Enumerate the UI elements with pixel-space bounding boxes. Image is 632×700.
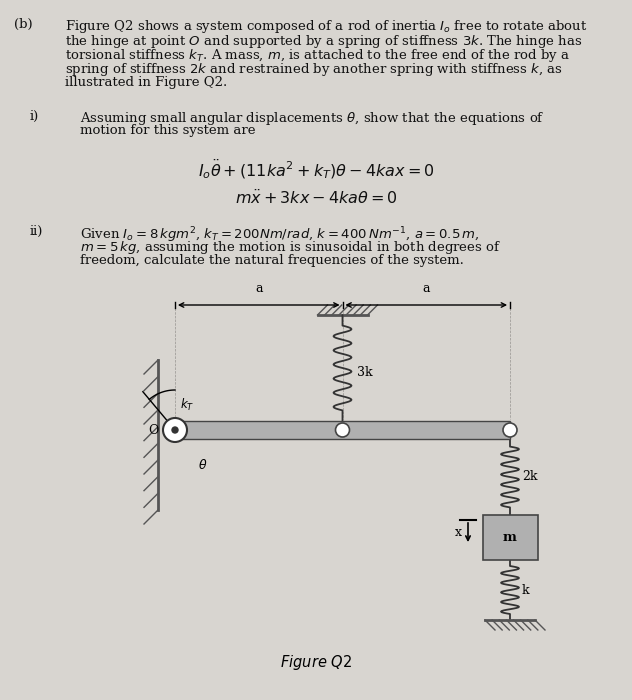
- Text: i): i): [30, 110, 39, 123]
- Text: O: O: [148, 424, 158, 437]
- Circle shape: [336, 423, 349, 437]
- Text: ii): ii): [30, 225, 44, 238]
- Text: illustrated in Figure Q2.: illustrated in Figure Q2.: [65, 76, 228, 89]
- Text: Figure Q2 shows a system composed of a rod of inertia $I_o$ free to rotate about: Figure Q2 shows a system composed of a r…: [65, 18, 588, 35]
- Bar: [175, 421, 510, 439]
- Text: $m\ddot{x} + 3kx - 4ka\theta = 0$: $m\ddot{x} + 3kx - 4ka\theta = 0$: [234, 190, 398, 208]
- Text: torsional stiffness $k_T$. A mass, $m$, is attached to the free end of the rod b: torsional stiffness $k_T$. A mass, $m$, …: [65, 47, 570, 64]
- Text: Assuming small angular displacements $\theta$, show that the equations of: Assuming small angular displacements $\t…: [80, 110, 545, 127]
- Text: 3k: 3k: [356, 366, 372, 379]
- Text: $m = 5\,kg$, assuming the motion is sinusoidal in both degrees of: $m = 5\,kg$, assuming the motion is sinu…: [80, 239, 501, 256]
- Text: Given $I_o = 8\,kgm^2$, $k_T = 200Nm/rad$, $k = 400\,Nm^{-1}$, $a = 0.5\,m$,: Given $I_o = 8\,kgm^2$, $k_T = 200Nm/rad…: [80, 225, 480, 244]
- Text: $I_o\ddot{\theta} + (11ka^2 + k_T)\theta - 4kax = 0$: $I_o\ddot{\theta} + (11ka^2 + k_T)\theta…: [198, 158, 434, 181]
- Text: m: m: [503, 531, 517, 544]
- Text: $\theta$: $\theta$: [198, 458, 208, 472]
- Text: 2k: 2k: [522, 470, 537, 484]
- Circle shape: [172, 427, 178, 433]
- Circle shape: [163, 418, 187, 442]
- Text: (b): (b): [14, 18, 33, 31]
- Text: a: a: [255, 282, 262, 295]
- Text: $k_T$: $k_T$: [180, 397, 195, 413]
- Text: $\it{Figure\ Q2}$: $\it{Figure\ Q2}$: [280, 653, 352, 672]
- Text: k: k: [522, 584, 530, 596]
- Bar: [483, 515, 538, 560]
- Text: freedom, calculate the natural frequencies of the system.: freedom, calculate the natural frequenci…: [80, 254, 464, 267]
- Circle shape: [503, 423, 517, 437]
- Text: motion for this system are: motion for this system are: [80, 124, 255, 137]
- Text: a: a: [423, 282, 430, 295]
- Text: x: x: [454, 526, 461, 538]
- Text: the hinge at point $O$ and supported by a spring of stiffness $3k$. The hinge ha: the hinge at point $O$ and supported by …: [65, 32, 582, 50]
- Text: spring of stiffness $2k$ and restrained by another spring with stiffness $k$, as: spring of stiffness $2k$ and restrained …: [65, 62, 563, 78]
